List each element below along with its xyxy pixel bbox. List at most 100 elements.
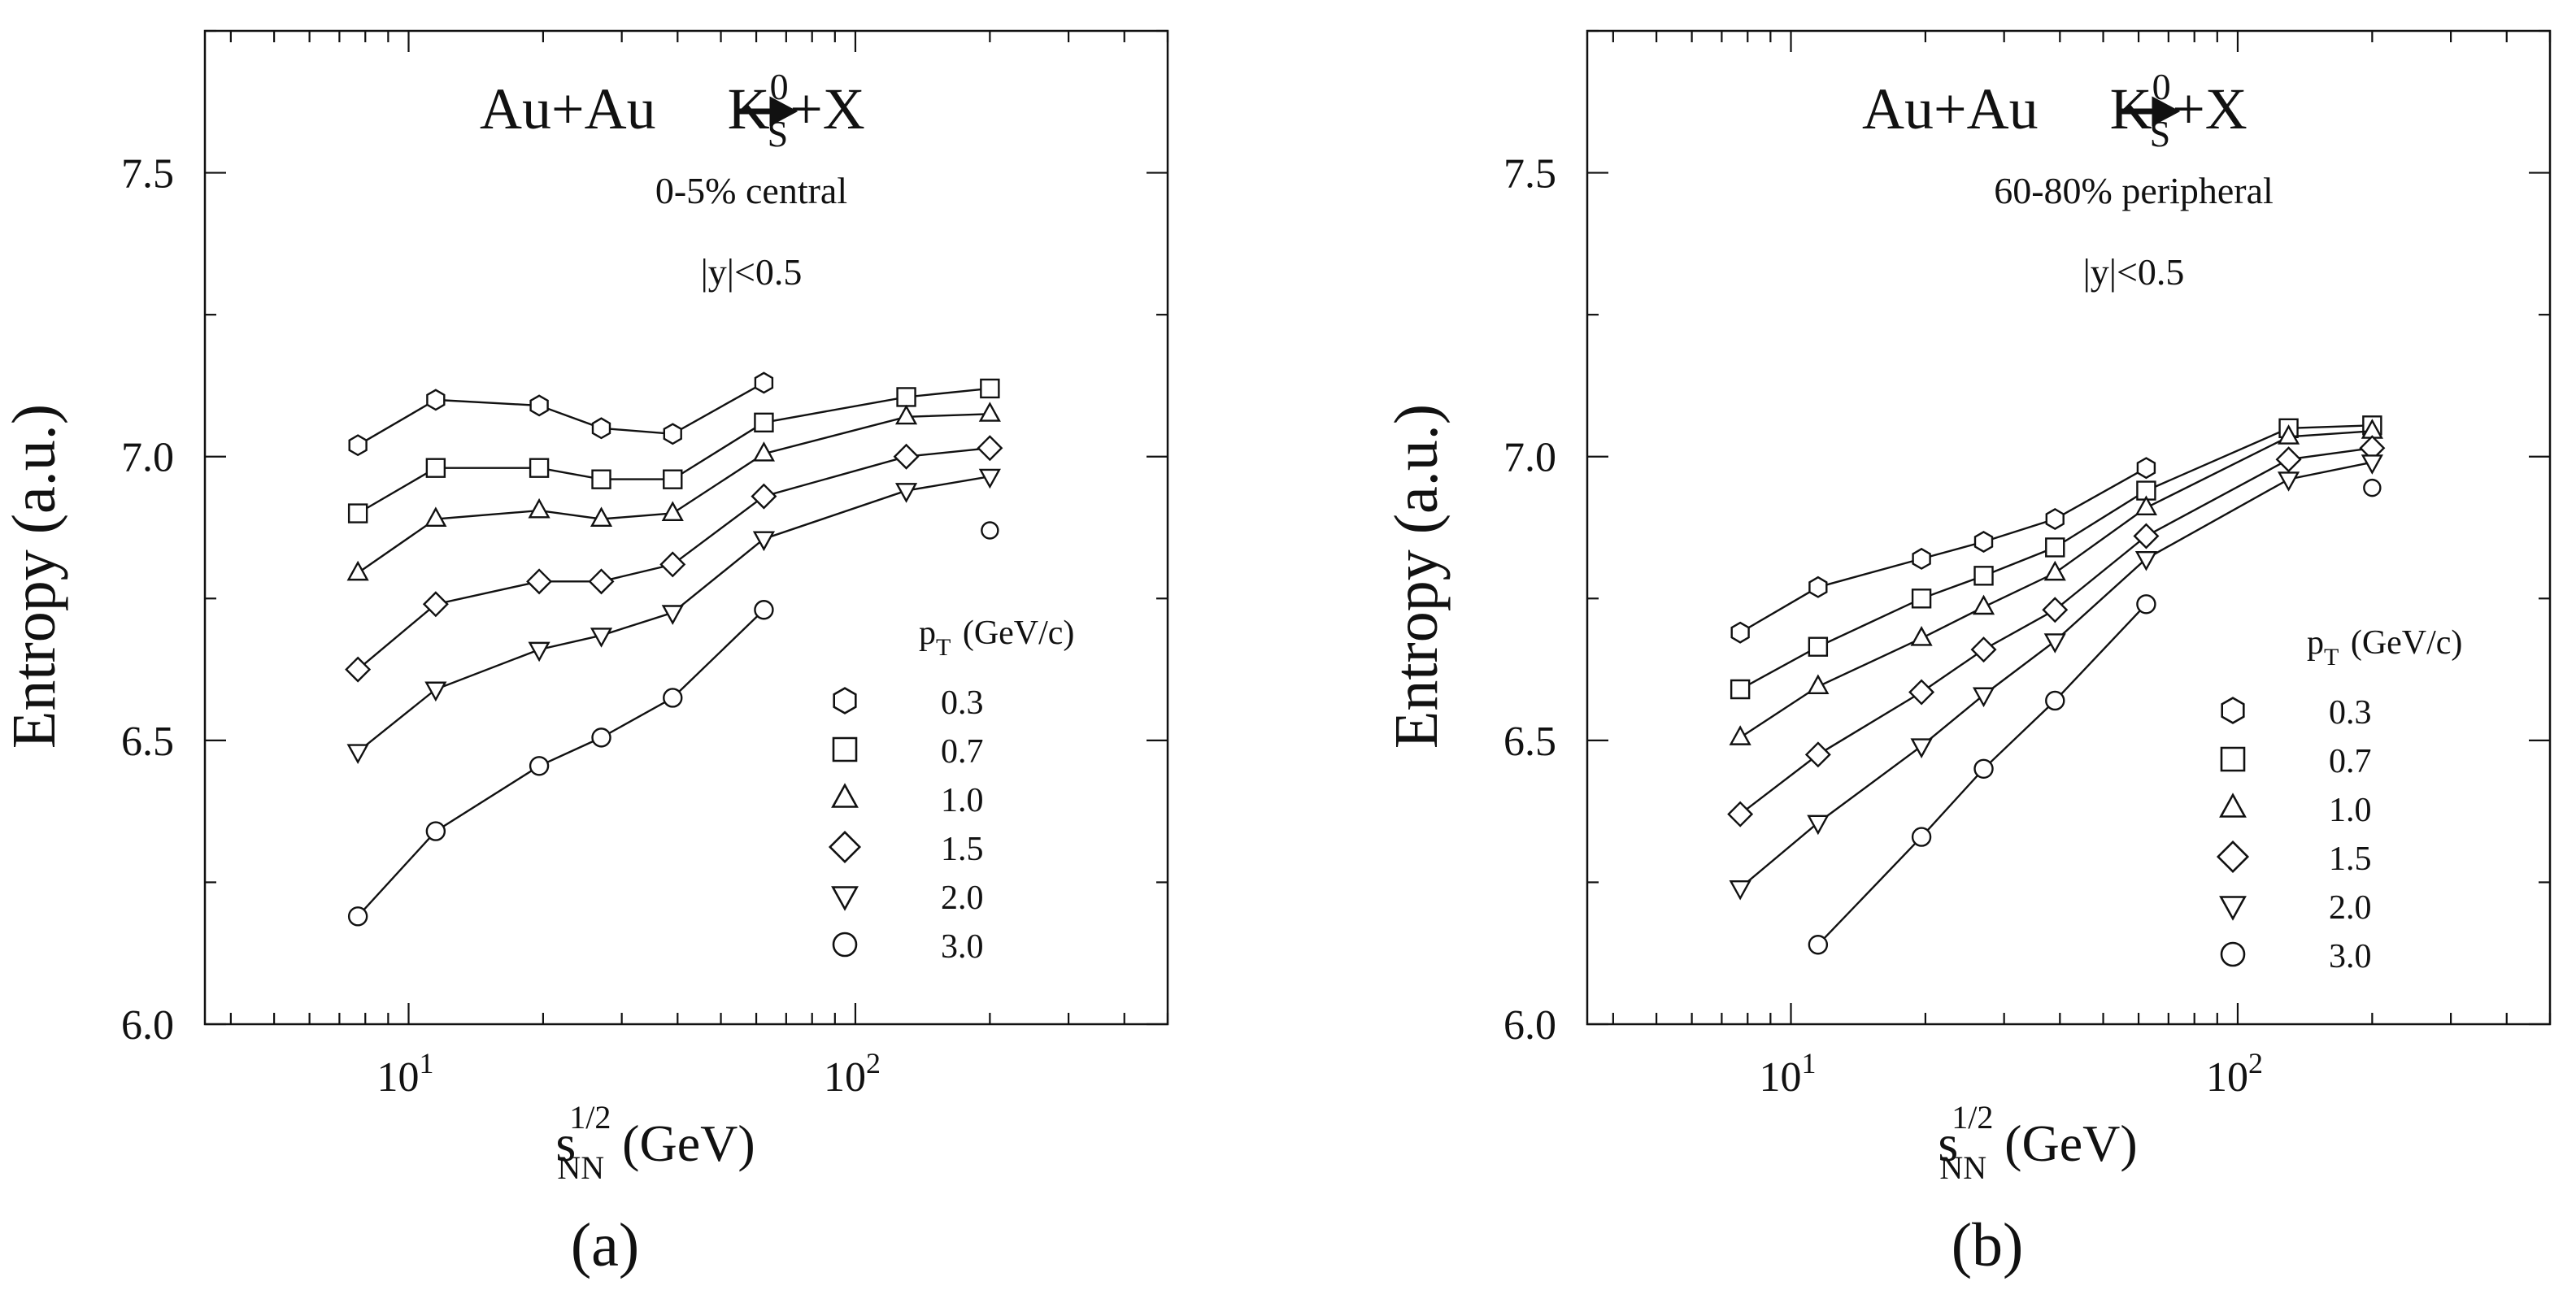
data-point: [347, 906, 368, 927]
data-point: [663, 469, 683, 489]
legend-marker: [832, 932, 858, 958]
reaction-title: Au+AuK0S+X: [480, 66, 865, 154]
x-tick-label: 102: [824, 1047, 881, 1101]
data-point: [529, 394, 549, 417]
legend-label: 0.3: [941, 684, 984, 722]
y-axis: 6.0 6.5 7.0 7.5: [121, 29, 1168, 1049]
y-axis: 6.0 6.5 7.0 7.5: [1503, 29, 2550, 1049]
data-point: [1804, 741, 1831, 768]
data-point: [347, 503, 368, 523]
reaction-title-tail: +X: [2172, 76, 2247, 141]
data-point: [346, 560, 369, 581]
data-point: [2136, 457, 2156, 480]
legend-marker: [828, 830, 862, 864]
data-point: [425, 821, 446, 841]
data-point: [2043, 560, 2066, 581]
legend-marker: [2220, 746, 2246, 772]
data-point: [528, 641, 550, 662]
series-line: [357, 447, 990, 671]
data-point: [1973, 758, 1994, 779]
legend-title-sub: T: [936, 634, 951, 661]
data-point: [1973, 531, 1994, 553]
series-line: [357, 381, 764, 446]
data-point: [754, 371, 774, 394]
data-point: [2136, 480, 2156, 501]
x-axis-title-super: 1/2: [569, 1099, 611, 1136]
data-point: [981, 521, 999, 540]
centrality-label: 60-80% peripheral: [1994, 170, 2274, 211]
x-axis-title-super: 1/2: [1952, 1099, 1993, 1136]
y-tick-label: 7.5: [121, 151, 174, 198]
legend-title: pT (GeV/c): [2307, 624, 2462, 671]
x-tick-base: 10: [824, 1054, 866, 1101]
legend-title-main: p: [2307, 624, 2324, 662]
reaction-title-beam: Au+Au: [1862, 76, 2039, 141]
data-point: [978, 402, 1001, 422]
data-point: [1729, 725, 1751, 745]
legend-label: 1.0: [2329, 792, 2372, 829]
data-point: [894, 404, 918, 425]
legend-title-unit: (GeV/c): [2342, 624, 2462, 662]
x-axis-title-unit: (GeV): [1991, 1114, 2137, 1172]
data-point: [2277, 471, 2300, 492]
data-point: [529, 756, 550, 776]
x-tick-label: 101: [1760, 1047, 1817, 1101]
rapidity-label: |y|<0.5: [2083, 251, 2185, 293]
data-point: [422, 591, 449, 618]
data-point: [2133, 523, 2160, 549]
data-point: [659, 551, 686, 578]
legend-marker: [2221, 697, 2245, 724]
series-1.5: [1727, 435, 2386, 827]
x-tick-base: 10: [2206, 1054, 2248, 1101]
y-tick-label: 6.5: [1503, 719, 1556, 765]
plot-frame: [1586, 29, 2552, 1026]
data-point: [1911, 827, 1932, 847]
centrality-label: 0-5% central: [655, 170, 847, 211]
data-point: [1912, 547, 1931, 570]
data-point: [2136, 594, 2156, 615]
rapidity-label: |y|<0.5: [701, 251, 803, 293]
data-point: [1808, 636, 1829, 657]
y-tick-label: 6.0: [1503, 1002, 1556, 1049]
y-tick-label: 7.5: [1503, 151, 1556, 198]
legend-title-main: p: [919, 615, 936, 652]
data-point: [590, 628, 613, 648]
data-point: [894, 483, 918, 503]
data-point: [754, 600, 774, 620]
data-point: [1808, 935, 1829, 955]
data-point: [590, 506, 613, 527]
data-point: [588, 568, 615, 595]
legend-label: 2.0: [2329, 889, 2372, 927]
x-axis: 101 102: [1612, 31, 2552, 1101]
series-line: [357, 609, 765, 918]
data-point: [1972, 594, 1995, 615]
data-point: [424, 506, 447, 527]
data-point: [752, 441, 776, 462]
series-line: [1739, 447, 2373, 815]
x-axis: 10 1 102: [229, 31, 1169, 1101]
plot-frame: [203, 29, 1169, 1026]
data-point: [2045, 537, 2065, 558]
legend-marker: [2219, 896, 2247, 921]
data-point: [1730, 621, 1750, 644]
legend-label: 3.0: [2329, 938, 2372, 975]
data-point: [1908, 679, 1935, 706]
data-point: [591, 469, 611, 489]
x-tick-exponent: 1: [420, 1047, 434, 1079]
reaction-title-super: 0: [770, 66, 789, 107]
y-axis-title: Entropy (a.u.): [0, 404, 68, 749]
data-point: [663, 423, 682, 445]
y-tick-label: 6.5: [121, 719, 174, 765]
data-point: [1807, 674, 1830, 694]
data-point: [2134, 495, 2158, 516]
legend-marker: [2219, 793, 2247, 818]
reaction-title-super: 0: [2152, 66, 2171, 107]
x-axis-title-main: s: [555, 1114, 576, 1172]
series-3.0: [347, 521, 999, 927]
legend-label: 0.3: [2329, 694, 2372, 732]
reaction-title: Au+AuK0S+X: [1862, 66, 2247, 154]
x-tick-label: 102: [2206, 1047, 2263, 1101]
series-0.3: [1730, 457, 2156, 644]
data-point: [2277, 424, 2300, 445]
